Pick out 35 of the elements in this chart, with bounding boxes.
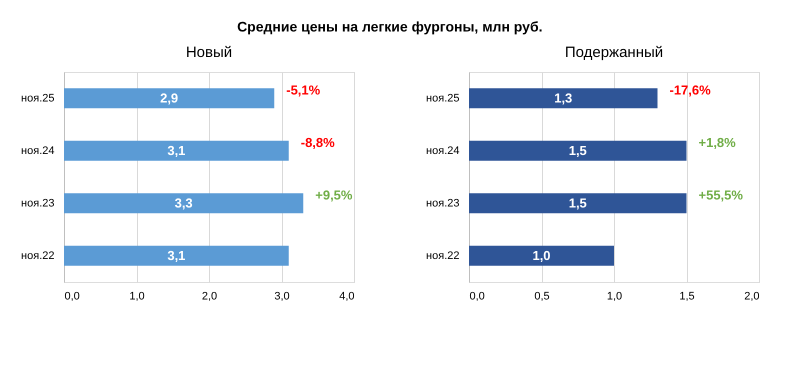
chart-subtitle: Новый bbox=[186, 44, 232, 61]
data-label: 1,3 bbox=[554, 90, 572, 106]
annotation: +55,5% bbox=[698, 187, 744, 202]
y-tick-label: ноя.23 bbox=[426, 197, 460, 210]
data-label: 3,3 bbox=[174, 195, 193, 210]
x-tick-label: 2,0 bbox=[202, 290, 218, 302]
x-tick-label: 1,0 bbox=[606, 290, 622, 302]
y-tick-label: ноя.25 bbox=[426, 92, 460, 104]
annotation: -5,1% bbox=[286, 82, 321, 98]
data-label: 3,1 bbox=[167, 142, 186, 158]
x-tick-label: 0,5 bbox=[534, 290, 550, 302]
y-tick-label: ноя.22 bbox=[21, 250, 54, 262]
data-label: 2,9 bbox=[160, 90, 178, 106]
annotation: -8,8% bbox=[300, 134, 336, 150]
data-label: 1,0 bbox=[532, 248, 551, 263]
annotation: +1,8% bbox=[698, 134, 736, 150]
x-tick-label: 0,0 bbox=[64, 290, 80, 302]
annotation: +9,5% bbox=[315, 187, 353, 202]
y-tick-label: ноя.24 bbox=[426, 144, 460, 157]
chart-subtitle: Подержанный bbox=[564, 44, 664, 61]
y-tick-label: ноя.25 bbox=[21, 92, 54, 104]
y-tick-label: ноя.23 bbox=[21, 197, 54, 210]
y-tick-label: ноя.24 bbox=[21, 144, 54, 157]
x-tick-label: 2,0 bbox=[744, 290, 760, 302]
data-label: 3,1 bbox=[167, 248, 186, 263]
x-tick-label: 4,0 bbox=[339, 290, 354, 302]
x-tick-label: 1,5 bbox=[679, 290, 695, 302]
text: Средние цены на легкие фургоны, млн руб. bbox=[237, 18, 542, 34]
x-tick-label: 0,0 bbox=[470, 290, 485, 302]
x-tick-label: 3,0 bbox=[274, 290, 290, 302]
y-tick-label: ноя.22 bbox=[426, 250, 460, 262]
annotation: -17,6% bbox=[670, 82, 712, 98]
x-tick-label: 1,0 bbox=[129, 290, 145, 302]
data-label: 1,5 bbox=[568, 142, 587, 158]
data-label: 1,5 bbox=[568, 195, 587, 210]
